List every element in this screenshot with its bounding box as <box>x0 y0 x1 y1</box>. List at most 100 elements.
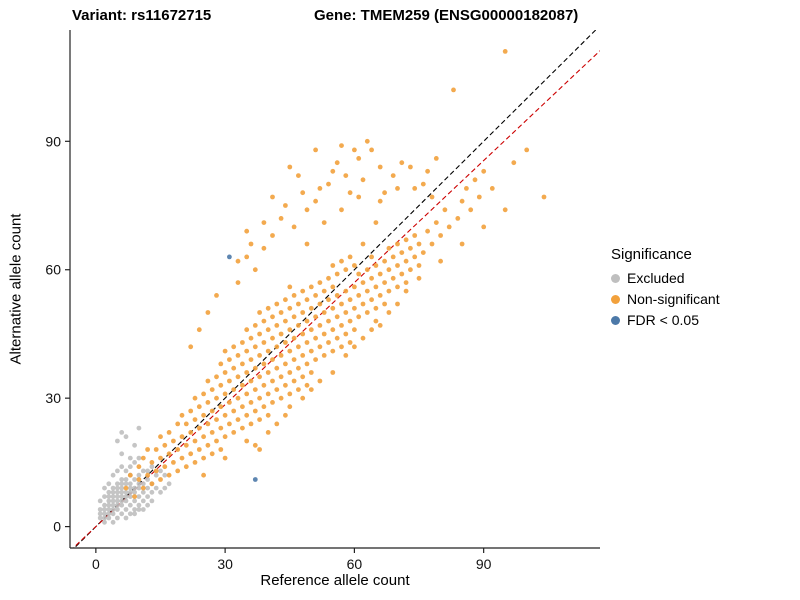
data-point <box>119 502 125 508</box>
data-point <box>459 198 465 204</box>
data-point <box>270 378 275 384</box>
data-point <box>235 417 241 422</box>
data-point <box>300 288 306 294</box>
data-point <box>231 344 237 350</box>
data-point <box>201 472 207 478</box>
data-point <box>218 404 224 410</box>
data-point <box>412 254 418 260</box>
data-point <box>248 421 254 427</box>
data-point <box>352 147 357 153</box>
data-point <box>377 164 383 170</box>
data-point <box>287 348 293 354</box>
data-point <box>412 233 418 238</box>
data-point <box>330 370 336 375</box>
data-point <box>140 507 146 512</box>
data-point <box>347 297 353 303</box>
data-point <box>115 438 120 444</box>
data-point <box>468 207 474 213</box>
y-tick-label: 30 <box>45 390 61 406</box>
data-point <box>313 357 318 362</box>
data-point <box>373 284 379 290</box>
data-point <box>343 173 349 179</box>
data-point <box>343 288 349 294</box>
legend: Significance Excluded Non-significant FD… <box>611 246 720 333</box>
data-point <box>115 494 120 499</box>
data-point <box>313 335 318 341</box>
legend-item-fdr: FDR < 0.05 <box>611 312 720 328</box>
data-point <box>244 412 250 418</box>
data-point <box>274 344 280 350</box>
data-point <box>386 288 392 294</box>
data-point <box>153 485 159 491</box>
data-point <box>481 168 487 174</box>
data-point <box>149 464 155 470</box>
data-point <box>145 502 151 508</box>
data-point <box>334 293 340 298</box>
x-tick-label: 0 <box>92 556 100 572</box>
data-point <box>222 348 228 354</box>
data-point <box>257 353 262 358</box>
data-point <box>308 370 314 375</box>
data-point <box>136 507 142 512</box>
data-point <box>287 305 293 311</box>
data-point <box>308 327 314 333</box>
data-point <box>106 489 112 495</box>
data-point <box>377 198 383 204</box>
data-point <box>158 455 163 461</box>
data-point <box>420 250 426 256</box>
data-point <box>158 489 163 495</box>
data-point <box>395 241 400 247</box>
data-point <box>257 310 262 315</box>
data-point <box>334 271 340 277</box>
data-point <box>304 340 310 345</box>
data-point <box>265 370 271 375</box>
data-point <box>304 207 310 213</box>
data-point <box>115 485 120 491</box>
data-point <box>425 168 430 174</box>
data-point <box>283 203 288 208</box>
data-point <box>136 485 142 491</box>
data-point <box>377 323 383 328</box>
data-point <box>395 284 400 290</box>
data-point <box>205 421 211 427</box>
data-point <box>300 353 306 358</box>
data-point <box>317 301 323 307</box>
data-point <box>287 284 293 290</box>
data-point <box>183 464 189 470</box>
data-point <box>278 353 284 358</box>
data-point <box>97 507 103 512</box>
fdr-dot-icon <box>611 315 620 325</box>
data-point <box>291 224 297 230</box>
data-point <box>231 365 237 371</box>
data-point <box>352 344 357 350</box>
data-point <box>110 507 116 512</box>
data-point <box>352 284 357 290</box>
data-point <box>162 485 168 491</box>
data-point <box>127 472 133 478</box>
data-point <box>136 472 142 478</box>
data-point <box>145 485 151 491</box>
data-point <box>132 442 138 448</box>
data-point <box>261 340 267 345</box>
data-point <box>291 357 297 362</box>
legend-item-label: Excluded <box>627 270 685 286</box>
data-point <box>321 288 327 294</box>
variant-title: Variant: rs11672715 <box>72 7 212 24</box>
excluded-dot-icon <box>611 273 620 283</box>
data-point <box>153 472 159 478</box>
data-point <box>330 168 336 174</box>
data-point <box>127 485 133 491</box>
data-point <box>248 400 254 405</box>
data-point <box>136 502 142 508</box>
data-point <box>403 280 409 285</box>
data-point <box>149 489 155 495</box>
data-point <box>287 164 293 170</box>
y-axis-label: Alternative allele count <box>7 213 25 365</box>
data-point <box>145 468 151 474</box>
data-point <box>334 314 340 320</box>
data-point <box>265 430 271 435</box>
data-point <box>102 494 107 499</box>
data-point <box>296 173 301 179</box>
data-point <box>472 177 478 183</box>
